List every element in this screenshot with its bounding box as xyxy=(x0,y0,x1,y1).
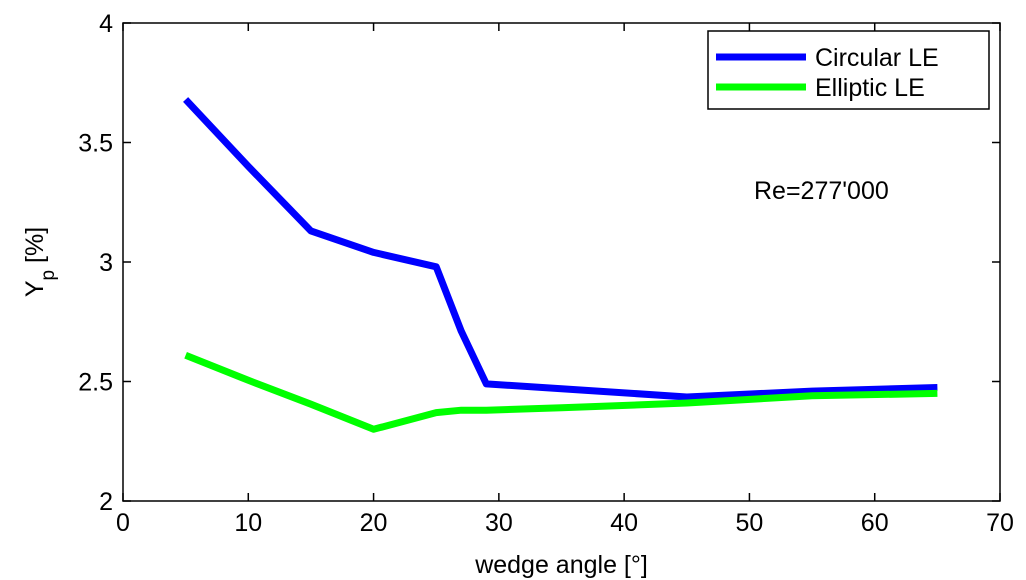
series-line-elliptic-le xyxy=(184,351,938,433)
y-axis-label-main: Y xyxy=(21,280,49,297)
x-tick-label: 40 xyxy=(610,509,638,537)
legend: Circular LE Elliptic LE xyxy=(707,30,990,110)
x-tick-label: 20 xyxy=(360,509,388,537)
y-tick-label: 2.5 xyxy=(78,369,113,397)
y-tick-label: 3.5 xyxy=(78,130,113,158)
series-lines xyxy=(183,97,938,433)
x-tick-label: 50 xyxy=(736,509,764,537)
y-tick-label: 4 xyxy=(99,10,113,38)
legend-label-circular-le: Circular LE xyxy=(815,44,939,72)
tick-labels: 0 10 20 30 40 50 60 70 2 2.5 3 3.5 4 xyxy=(78,10,1014,537)
reynolds-annotation: Re=277'000 xyxy=(754,177,889,205)
x-axis-label: wedge angle [°] xyxy=(474,551,648,579)
x-tick-label: 30 xyxy=(485,509,513,537)
series-line-circular-le xyxy=(183,97,938,401)
x-tick-label: 10 xyxy=(234,509,262,537)
x-tick-label: 0 xyxy=(116,509,130,537)
x-tick-label: 60 xyxy=(861,509,889,537)
y-axis-label-sub: p xyxy=(38,270,59,281)
y-axis-label-suffix: [%] xyxy=(21,227,49,270)
y-tick-label: 2 xyxy=(99,488,113,516)
plot-frame xyxy=(122,22,1001,502)
y-axis-label: Yp [%] xyxy=(21,227,59,297)
x-tick-label: 70 xyxy=(986,509,1014,537)
y-tick-label: 3 xyxy=(99,249,113,277)
legend-label-elliptic-le: Elliptic LE xyxy=(815,74,925,102)
legend-box xyxy=(707,30,990,110)
